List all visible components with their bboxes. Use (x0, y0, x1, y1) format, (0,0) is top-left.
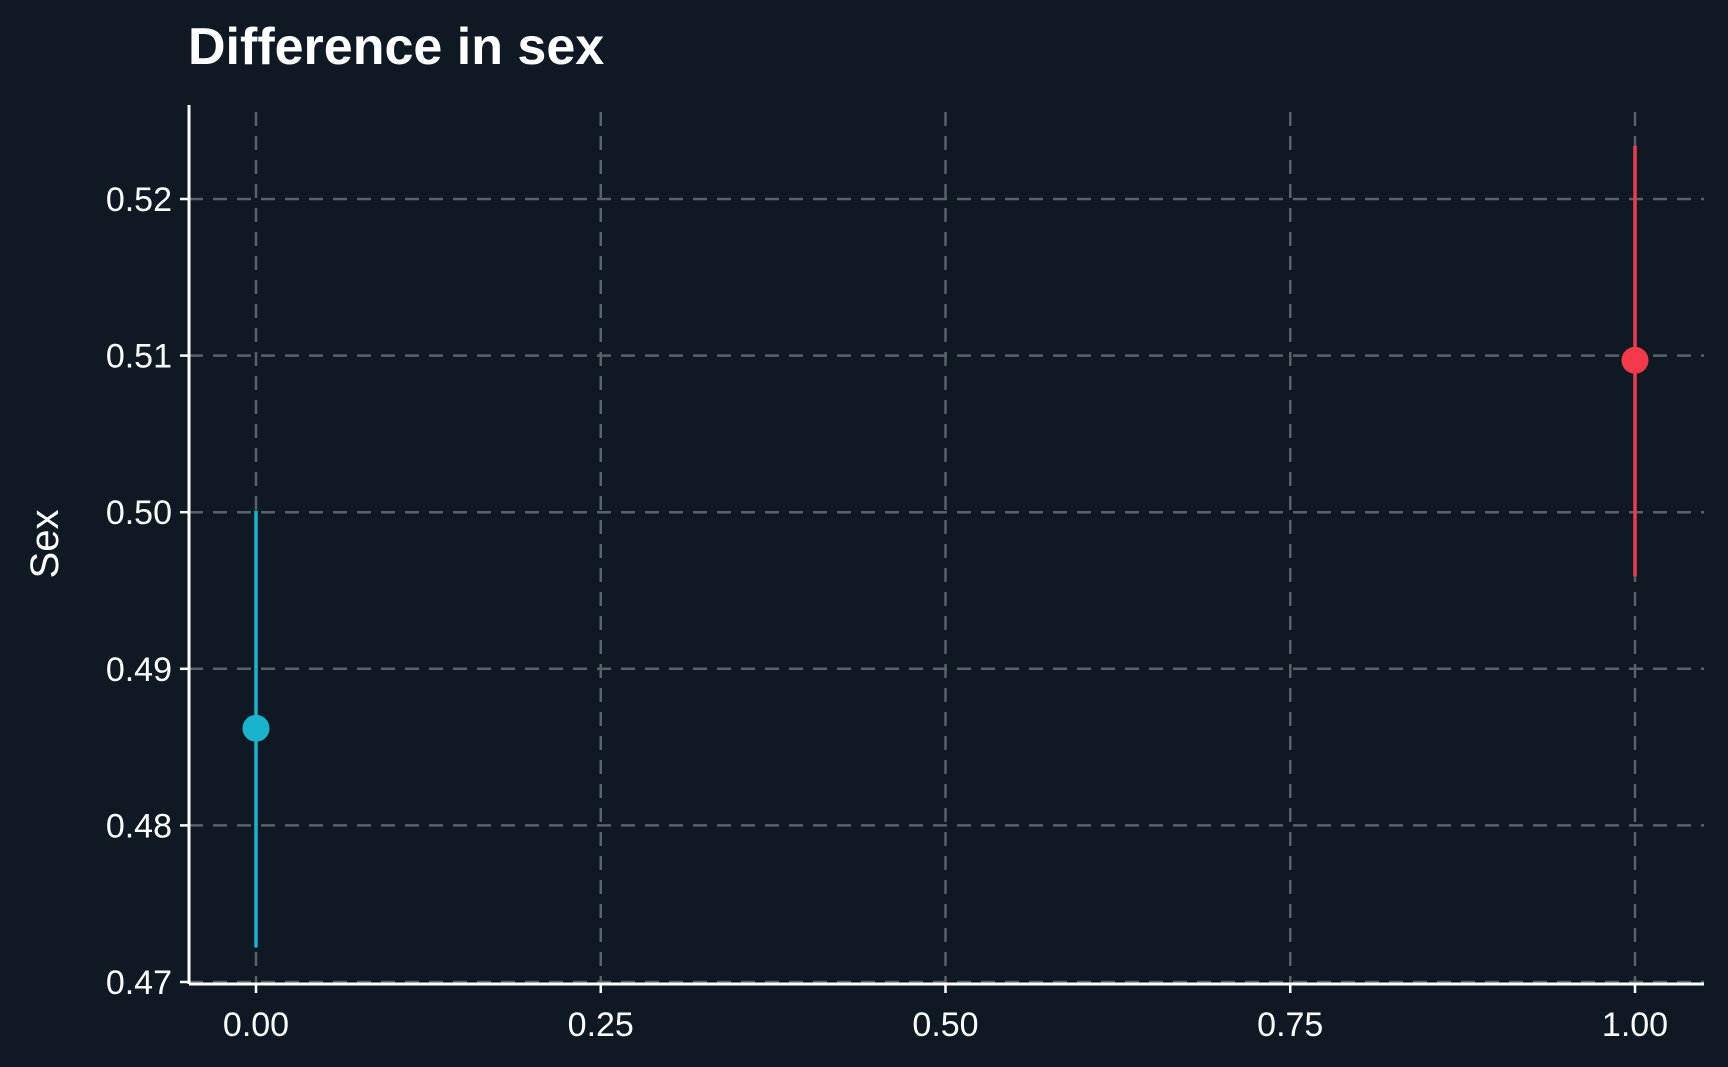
x-tick-label: 0.75 (1257, 1006, 1323, 1044)
x-tick-label: 0.00 (223, 1006, 289, 1044)
x-tick-label: 0.50 (912, 1006, 978, 1044)
y-tick-label: 0.50 (106, 494, 172, 532)
y-tick-label: 0.47 (106, 964, 172, 1002)
y-tick-label: 0.48 (106, 807, 172, 845)
ticks: 0.00 0.25 0.50 0.75 1.00 0.47 0.48 0.49 0.50 0.51… (106, 181, 1668, 1044)
x-tick-label: 0.25 (568, 1006, 634, 1044)
data-point (1621, 346, 1649, 374)
data-point (242, 714, 270, 742)
y-tick-label: 0.51 (106, 338, 172, 376)
x-tick-label: 1.00 (1602, 1006, 1668, 1044)
data-series (242, 145, 1649, 948)
y-tick-label: 0.52 (106, 181, 172, 219)
y-axis-label: Sex (23, 510, 67, 579)
y-tick-label: 0.49 (106, 651, 172, 689)
chart-title: Difference in sex (188, 18, 604, 76)
grid (189, 112, 1704, 984)
